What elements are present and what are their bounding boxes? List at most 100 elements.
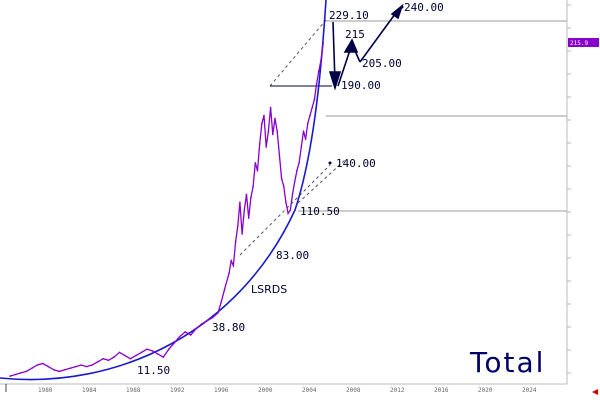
price-point xyxy=(265,146,268,148)
price-point xyxy=(9,375,11,377)
price-point xyxy=(278,154,281,156)
price-point xyxy=(217,312,219,314)
price-point xyxy=(298,162,300,164)
price-point xyxy=(243,209,246,211)
price-point xyxy=(85,365,88,368)
price-point xyxy=(300,146,303,148)
x-tick-label: 2004 xyxy=(302,387,317,394)
price-point xyxy=(291,193,294,196)
x-axis xyxy=(0,383,567,392)
price-point xyxy=(272,133,274,136)
lsrds-curve xyxy=(0,0,327,381)
x-tick-label: 1988 xyxy=(126,387,141,394)
price-point xyxy=(320,59,322,61)
x-tick-label: 1984 xyxy=(82,387,97,394)
x-tick-label: 1996 xyxy=(214,387,229,394)
price-point xyxy=(157,353,159,355)
price-point xyxy=(254,162,257,164)
marker-dots xyxy=(328,5,404,165)
price-point xyxy=(228,272,230,275)
annotation-label: 190.00 xyxy=(341,79,381,92)
price-point xyxy=(315,83,318,85)
channel-lines xyxy=(239,19,346,256)
price-point xyxy=(230,260,232,262)
annotation-labels: 11.50 38.80 83.00 110.50 140.00 190.00 2… xyxy=(137,1,444,377)
annotation-label: 38.80 xyxy=(212,321,245,334)
price-point xyxy=(91,364,93,366)
projection-up-head xyxy=(390,3,404,20)
price-point xyxy=(14,373,17,376)
price-point xyxy=(195,327,197,330)
price-point xyxy=(206,320,208,322)
price-point xyxy=(232,264,235,267)
price-point xyxy=(274,117,276,120)
price-point xyxy=(237,225,239,227)
price-point xyxy=(189,334,192,336)
price-point xyxy=(263,114,265,117)
reference-lines xyxy=(298,20,567,212)
last-price-text: 215.9 xyxy=(570,40,588,47)
price-point xyxy=(184,331,186,333)
price-point xyxy=(107,359,110,362)
projection-arrows xyxy=(328,3,404,91)
price-point xyxy=(211,316,214,319)
channel-mid xyxy=(297,159,346,204)
annotation-label: 229.10 xyxy=(329,9,369,22)
price-point xyxy=(223,288,226,291)
price-point xyxy=(241,233,243,235)
x-tick-label: 2016 xyxy=(434,387,449,394)
price-point xyxy=(53,369,55,371)
price-point xyxy=(124,354,126,357)
price-point xyxy=(322,42,325,44)
x-tick-label: 2020 xyxy=(478,387,493,394)
y-tick-layer xyxy=(567,4,571,374)
price-point xyxy=(146,348,148,351)
chart-watermark: Total xyxy=(469,346,545,379)
price-point xyxy=(234,241,237,243)
annotation-label: 110.50 xyxy=(300,205,340,218)
last-price-badge: 215.9 xyxy=(568,38,599,47)
price-point xyxy=(309,114,311,117)
price-point xyxy=(118,351,121,354)
price-point xyxy=(135,354,137,357)
price-point xyxy=(252,185,254,188)
marker-140 xyxy=(328,161,332,165)
curve-label: LSRDS xyxy=(251,283,287,296)
annotation-label: 205.00 xyxy=(362,57,402,70)
price-point xyxy=(287,212,289,215)
x-tick-label: 1992 xyxy=(170,387,185,394)
projection-up-arrow xyxy=(359,9,399,63)
price-point xyxy=(20,372,22,374)
price-point xyxy=(58,370,61,373)
price-point xyxy=(311,106,314,109)
price-point xyxy=(47,365,50,368)
annotation-label: 140.00 xyxy=(336,157,376,170)
price-point xyxy=(74,365,77,368)
price-point xyxy=(258,143,261,145)
projection-zigzag-head xyxy=(343,38,359,53)
price-point xyxy=(173,342,176,344)
price-point xyxy=(42,362,44,365)
x-tick-label: 1980 xyxy=(38,387,53,394)
price-point xyxy=(313,98,316,101)
price-series-layer xyxy=(9,42,325,377)
price-point xyxy=(162,356,165,358)
price-point xyxy=(69,367,71,370)
scroll-arrow-icon[interactable] xyxy=(592,389,598,395)
price-point xyxy=(80,364,82,366)
price-point xyxy=(304,138,307,140)
price-point xyxy=(239,201,241,204)
x-tick-label: 2008 xyxy=(346,387,361,394)
price-point xyxy=(168,348,170,351)
price-point xyxy=(200,323,203,325)
price-point xyxy=(178,335,181,338)
price-point xyxy=(269,106,272,109)
price-point xyxy=(25,370,28,373)
price-point xyxy=(151,350,154,352)
x-tick-label: 2012 xyxy=(390,387,405,394)
price-point xyxy=(256,169,259,172)
price-point xyxy=(293,181,296,183)
price-point xyxy=(140,351,143,354)
price-point xyxy=(96,361,99,363)
